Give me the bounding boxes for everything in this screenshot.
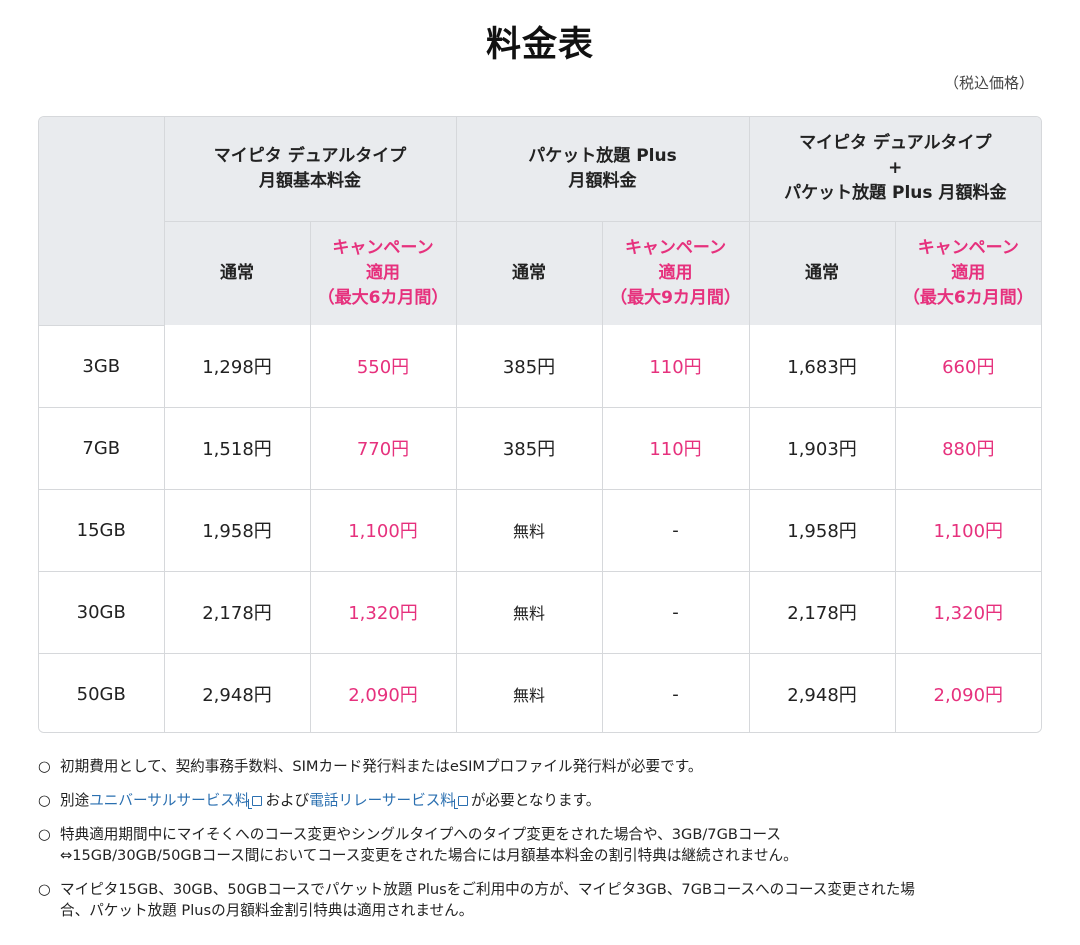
price-cell: 1,903円 xyxy=(748,406,896,490)
campaign-price-cell: 2,090円 xyxy=(894,652,1041,732)
campaign-price-cell: 660円 xyxy=(894,325,1041,408)
price-cell: 1,518円 xyxy=(163,406,311,490)
table-row: 7GB 1,518円 770円 385円 110円 1,903円 880円 xyxy=(39,406,1041,490)
price-cell: 2,178円 xyxy=(748,570,896,654)
price-cell: 1,958円 xyxy=(748,488,896,572)
notes-list: ○ 初期費用として、契約事務手数料、SIMカード発行料またはeSIMプロファイル… xyxy=(38,756,1042,934)
price-cell: 1,958円 xyxy=(163,488,311,572)
header-group-combined: マイピタ デュアルタイプ + パケット放題 Plus 月額料金 xyxy=(748,117,1041,222)
campaign-price-cell: - xyxy=(601,652,750,732)
plan-capacity-cell: 50GB xyxy=(39,652,165,732)
campaign-price-cell: 1,320円 xyxy=(894,570,1041,654)
circle-bullet-icon: ○ xyxy=(38,758,51,775)
subheader-normal: 通常 xyxy=(164,220,311,325)
note-service-fees: ○ 別途ユニバーサルサービス料 および電話リレーサービス料 が必要となります。 xyxy=(38,792,601,809)
campaign-price-cell: 1,100円 xyxy=(894,488,1041,572)
table-row: 15GB 1,958円 1,100円 無料 - 1,958円 1,100円 xyxy=(39,488,1041,572)
campaign-price-cell: 110円 xyxy=(601,325,750,408)
subheader-campaign: キャンペーン 適用 （最大6カ月間） xyxy=(894,220,1041,325)
subheader-normal: 通常 xyxy=(748,220,896,325)
campaign-price-cell: 880円 xyxy=(894,406,1041,490)
universal-service-fee-link[interactable]: ユニバーサルサービス料 xyxy=(89,792,250,809)
circle-bullet-icon: ○ xyxy=(38,826,51,843)
tax-included-note: （税込価格） xyxy=(943,74,1034,92)
campaign-price-cell: 1,320円 xyxy=(309,570,457,654)
campaign-price-cell: 110円 xyxy=(601,406,750,490)
campaign-price-cell: 550円 xyxy=(309,325,457,408)
table-row: 50GB 2,948円 2,090円 無料 - 2,948円 2,090円 xyxy=(39,652,1041,732)
circle-bullet-icon: ○ xyxy=(38,881,51,898)
header-sub-row: 通常 キャンペーン 適用 （最大6カ月間） 通常 キャンペーン 適用 （最大9カ… xyxy=(39,220,1041,325)
header-corner-cell xyxy=(39,117,165,326)
subheader-normal: 通常 xyxy=(455,220,603,325)
circle-bullet-icon: ○ xyxy=(38,792,51,809)
plan-capacity-cell: 15GB xyxy=(39,488,165,572)
price-cell: 2,948円 xyxy=(748,652,896,732)
plan-capacity-cell: 30GB xyxy=(39,570,165,654)
note-course-change: ○ 特典適用期間中にマイそくへのコース変更やシングルタイプへのタイプ変更をされた… xyxy=(38,826,798,864)
campaign-price-cell: - xyxy=(601,488,750,572)
note-initial-fees: ○ 初期費用として、契約事務手数料、SIMカード発行料またはeSIMプロファイル… xyxy=(38,758,703,775)
page-title: 料金表 xyxy=(485,25,594,65)
price-cell: 1,298円 xyxy=(163,325,311,408)
price-cell: 2,178円 xyxy=(163,570,311,654)
plan-capacity-cell: 7GB xyxy=(39,406,165,490)
header-group-base-fee: マイピタ デュアルタイプ 月額基本料金 xyxy=(163,117,457,222)
external-link-icon[interactable] xyxy=(453,796,468,809)
table-row: 3GB 1,298円 550円 385円 110円 1,683円 660円 xyxy=(39,325,1041,408)
price-cell: 385円 xyxy=(455,325,603,408)
table-row: 30GB 2,178円 1,320円 無料 - 2,178円 1,320円 xyxy=(39,570,1041,654)
price-cell: 無料 xyxy=(455,570,603,654)
campaign-price-cell: - xyxy=(601,570,750,654)
price-cell: 2,948円 xyxy=(163,652,311,732)
campaign-price-cell: 2,090円 xyxy=(309,652,457,732)
price-cell: 385円 xyxy=(455,406,603,490)
subheader-campaign: キャンペーン 適用 （最大9カ月間） xyxy=(601,220,750,325)
price-cell: 1,683円 xyxy=(748,325,896,408)
header-group-packet-plus: パケット放題 Plus 月額料金 xyxy=(455,117,750,222)
price-table: マイピタ デュアルタイプ 月額基本料金 パケット放題 Plus 月額料金 マイピ… xyxy=(38,116,1042,733)
note-packet-plus-discount: ○ マイピタ15GB、30GB、50GBコースでパケット放題 Plusをご利用中… xyxy=(38,881,915,919)
price-cell: 無料 xyxy=(455,488,603,572)
price-cell: 無料 xyxy=(455,652,603,732)
header-group-row: マイピタ デュアルタイプ 月額基本料金 パケット放題 Plus 月額料金 マイピ… xyxy=(39,117,1041,326)
plan-capacity-cell: 3GB xyxy=(39,325,165,408)
subheader-campaign: キャンペーン 適用 （最大6カ月間） xyxy=(309,220,457,325)
relay-service-fee-link[interactable]: 電話リレーサービス料 xyxy=(309,792,455,809)
campaign-price-cell: 770円 xyxy=(309,406,457,490)
external-link-icon[interactable] xyxy=(248,796,263,809)
campaign-price-cell: 1,100円 xyxy=(309,488,457,572)
